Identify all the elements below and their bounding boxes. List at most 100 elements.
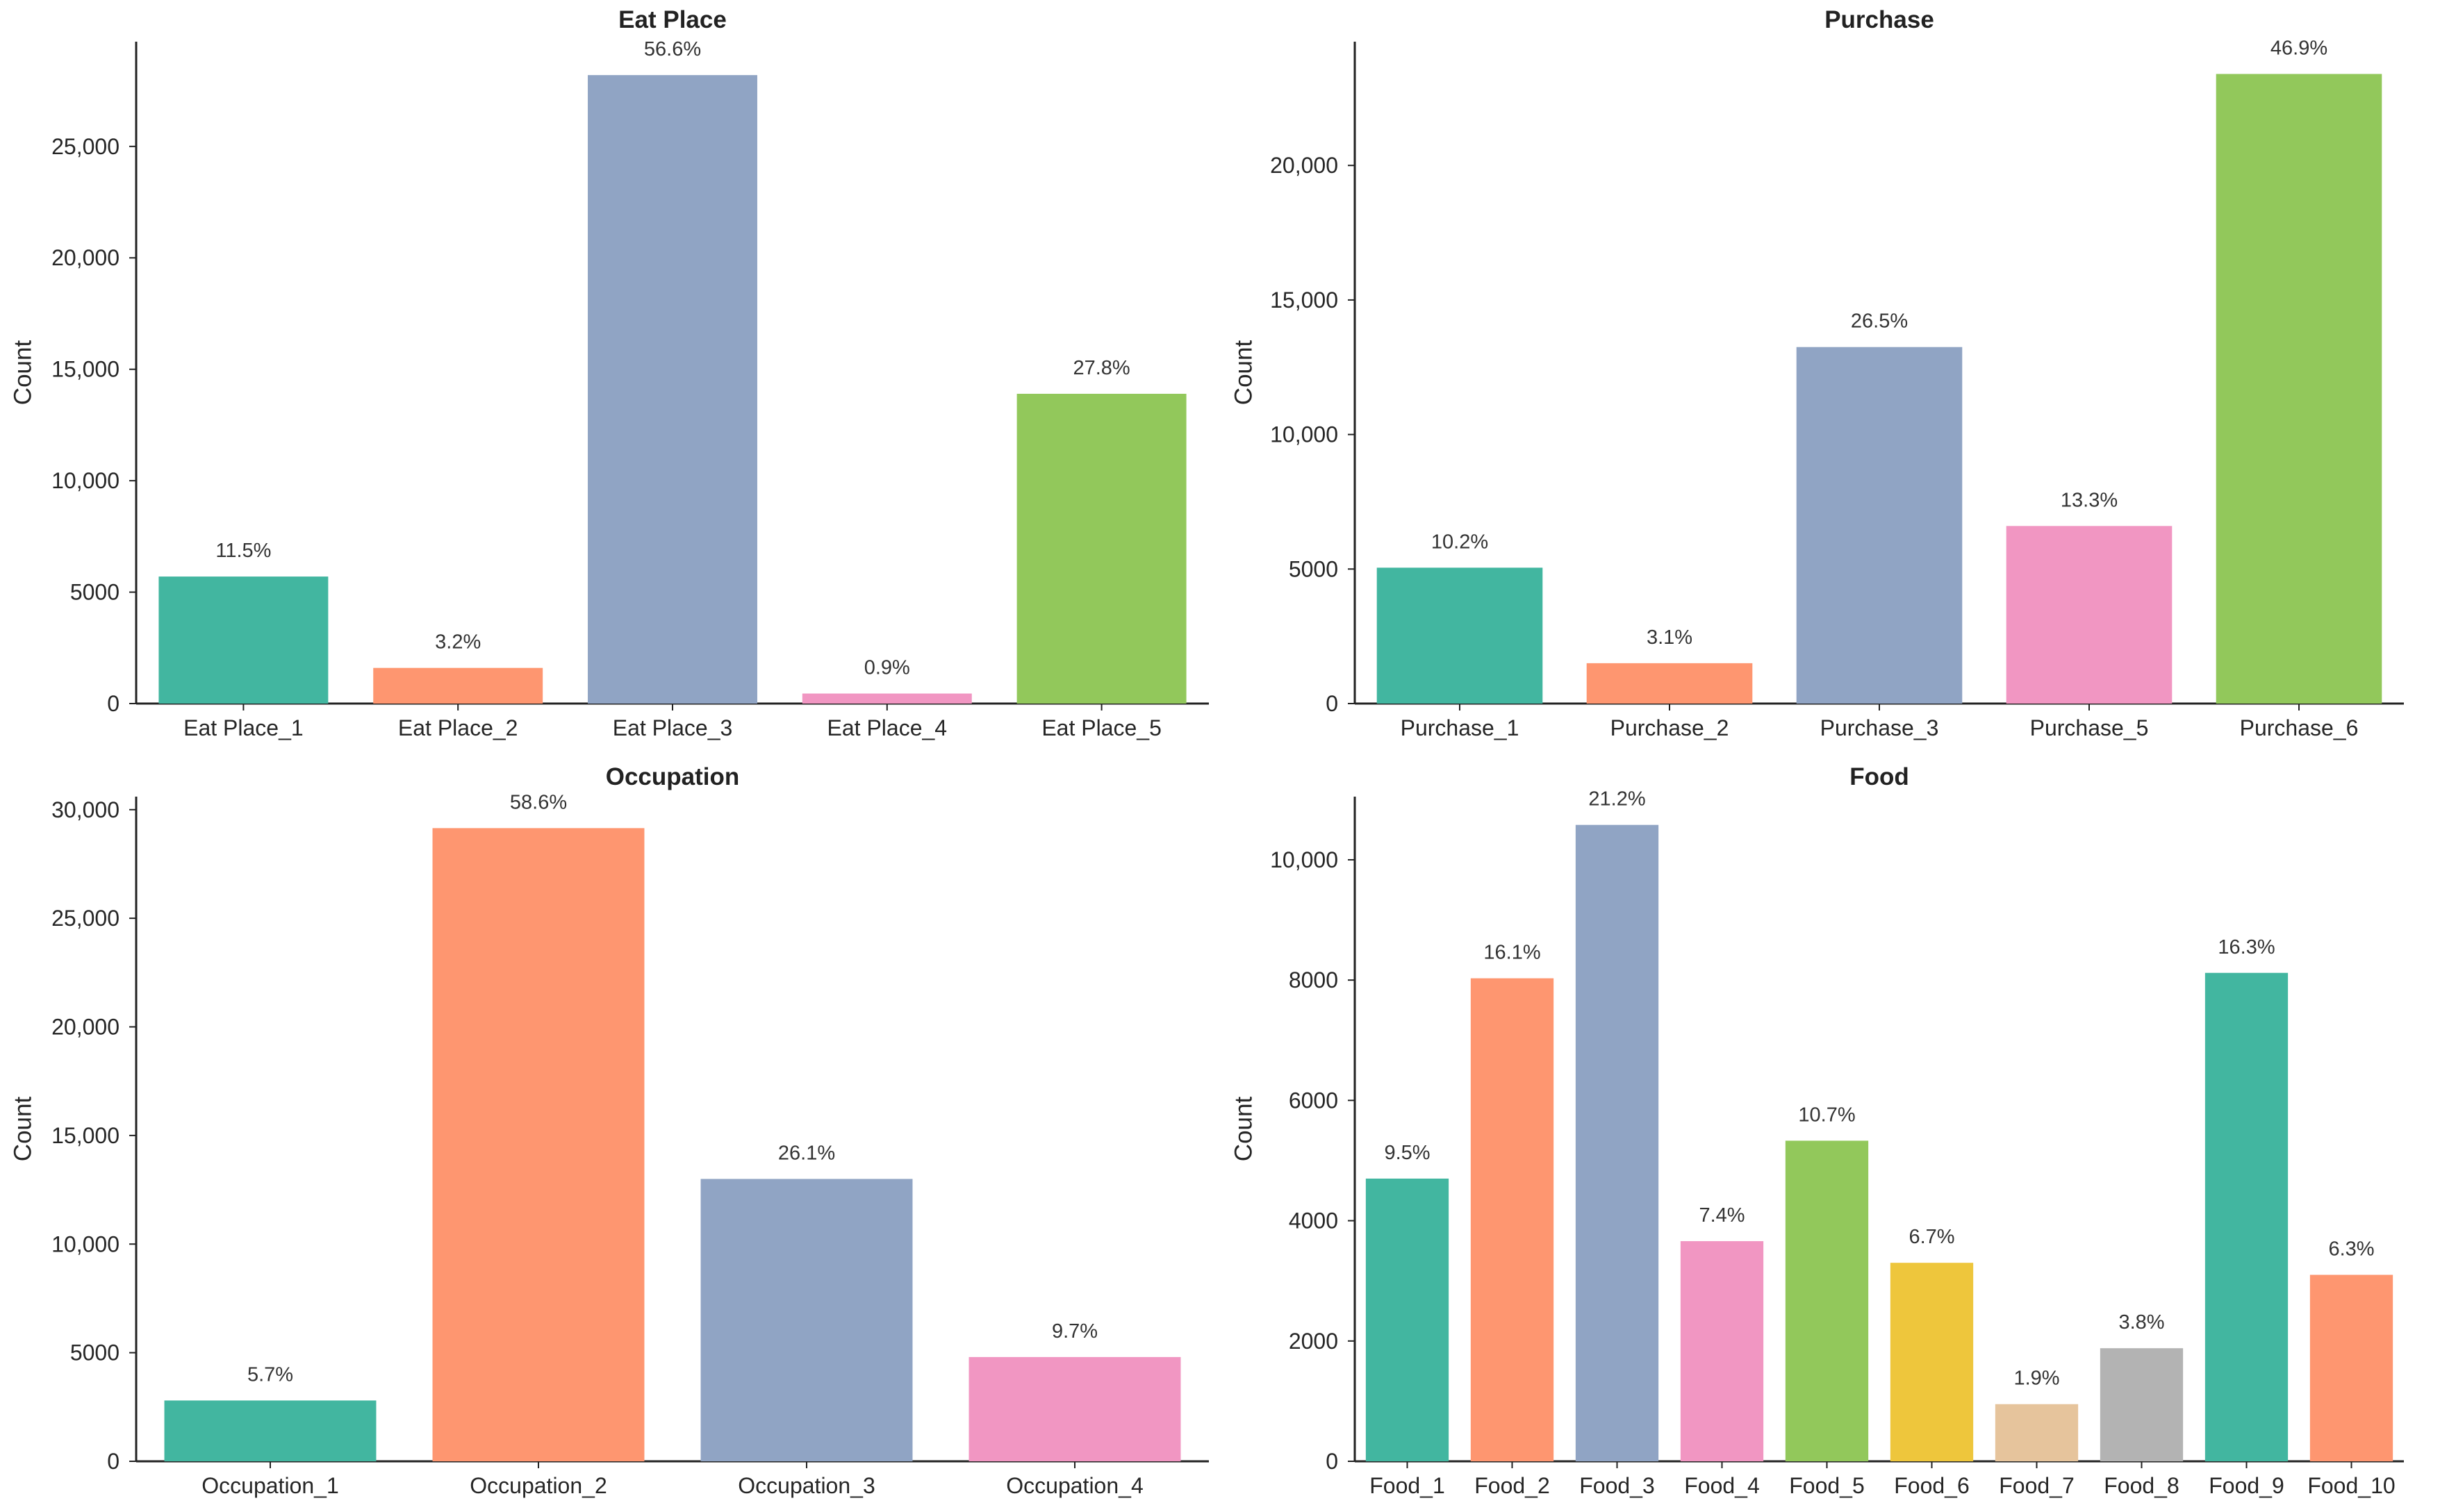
bar-food_8	[2100, 1348, 2184, 1461]
bar-food_3	[1575, 824, 1659, 1461]
y-axis-label: Count	[10, 1097, 37, 1162]
x-tick-label: Eat Place_4	[827, 715, 948, 740]
bar-percent-label: 26.5%	[1851, 310, 1908, 333]
y-axis-label: Count	[1230, 1097, 1258, 1162]
x-tick-label: Food_3	[1579, 1473, 1655, 1498]
bar-percent-label: 21.2%	[1588, 788, 1645, 811]
bar-occupation_1	[164, 1400, 377, 1461]
bar-percent-label: 3.1%	[1647, 626, 1692, 649]
bar-occupation_4	[968, 1356, 1181, 1461]
bar-eat-place_4	[802, 693, 972, 704]
x-tick-label: Occupation_3	[738, 1473, 875, 1498]
chart-panel-3: Food 0 2000 4000 6000 8000 10,000 Count Food_1 9.…	[1230, 763, 2404, 1498]
y-tick-label: 20,000	[51, 1015, 119, 1040]
y-tick-label: 20,000	[1270, 153, 1338, 178]
chart-title: Eat Place	[618, 6, 727, 33]
bar-percent-label: 3.2%	[435, 631, 481, 654]
chart-panel-1: Purchase 0 5000 10,000 15,000 20,000 Count Purc…	[1230, 6, 2404, 740]
y-tick-label: 10,000	[1270, 422, 1338, 447]
bar-eat-place_1	[158, 576, 329, 704]
x-tick-label: Food_4	[1684, 1473, 1760, 1498]
y-tick-label: 20,000	[51, 245, 119, 270]
chart-panel-2: Occupation 0 5000 10,000 15,000 20,000 25,000 3…	[10, 763, 1209, 1498]
x-tick-label: Food_10	[2307, 1473, 2395, 1498]
x-tick-label: Food_2	[1474, 1473, 1550, 1498]
bar-food_5	[1785, 1140, 1869, 1461]
bar-percent-label: 0.9%	[864, 657, 910, 679]
y-tick-label: 5000	[70, 580, 119, 605]
x-tick-label: Food_8	[2104, 1473, 2179, 1498]
y-tick-label: 25,000	[51, 134, 119, 159]
x-tick-label: Food_7	[1999, 1473, 2075, 1498]
y-tick-label: 5000	[70, 1340, 119, 1365]
y-tick-label: 15,000	[51, 1123, 119, 1148]
bar-eat-place_2	[373, 667, 543, 704]
bar-purchase_5	[2006, 526, 2173, 704]
y-tick-label: 15,000	[1270, 288, 1338, 313]
bar-percent-label: 7.4%	[1699, 1204, 1745, 1227]
bar-percent-label: 46.9%	[2270, 37, 2327, 59]
y-tick-label: 15,000	[51, 357, 119, 382]
bar-percent-label: 9.7%	[1052, 1320, 1098, 1343]
bar-percent-label: 56.6%	[644, 38, 701, 60]
bar-occupation_3	[700, 1179, 913, 1461]
y-tick-label: 4000	[1289, 1208, 1338, 1233]
y-tick-label: 25,000	[51, 906, 119, 931]
x-tick-label: Occupation_2	[470, 1473, 607, 1498]
bar-percent-label: 27.8%	[1073, 357, 1130, 379]
chart-title: Purchase	[1824, 6, 1934, 33]
x-tick-label: Food_1	[1369, 1473, 1445, 1498]
x-tick-label: Occupation_1	[201, 1473, 338, 1498]
bar-purchase_1	[1376, 567, 1543, 704]
y-tick-label: 0	[1326, 691, 1338, 716]
x-tick-label: Eat Place_3	[613, 715, 733, 740]
bar-food_2	[1470, 978, 1554, 1461]
y-tick-label: 30,000	[51, 797, 119, 822]
y-axis-label: Count	[10, 340, 37, 406]
bar-percent-label: 11.5%	[215, 540, 271, 562]
bar-percent-label: 58.6%	[510, 791, 567, 813]
y-tick-label: 0	[107, 691, 119, 716]
bar-purchase_3	[1796, 347, 1963, 704]
bar-percent-label: 5.7%	[247, 1363, 293, 1386]
bar-percent-label: 16.1%	[1483, 942, 1540, 964]
bar-food_1	[1365, 1178, 1449, 1461]
bar-percent-label: 6.7%	[1909, 1226, 1954, 1248]
y-tick-label: 5000	[1289, 556, 1338, 581]
x-tick-label: Eat Place_1	[183, 715, 304, 740]
y-tick-label: 6000	[1289, 1088, 1338, 1113]
bar-food_10	[2309, 1274, 2393, 1461]
y-tick-label: 0	[107, 1449, 119, 1474]
x-tick-label: Purchase_6	[2240, 715, 2359, 740]
bar-purchase_2	[1586, 663, 1753, 704]
bar-food_6	[1890, 1263, 1974, 1461]
x-tick-label: Eat Place_5	[1041, 715, 1162, 740]
y-axis-label: Count	[1230, 340, 1258, 406]
y-tick-label: 8000	[1289, 967, 1338, 992]
chart-title: Food	[1849, 763, 1909, 790]
bar-percent-label: 26.1%	[778, 1142, 835, 1164]
x-tick-label: Food_5	[1789, 1473, 1865, 1498]
x-tick-label: Purchase_3	[1820, 715, 1939, 740]
bar-purchase_6	[2216, 74, 2382, 704]
bar-eat-place_3	[588, 75, 757, 704]
bar-percent-label: 1.9%	[2013, 1368, 2059, 1390]
bar-percent-label: 3.8%	[2118, 1311, 2164, 1334]
x-tick-label: Food_9	[2209, 1473, 2284, 1498]
x-tick-label: Purchase_5	[2030, 715, 2149, 740]
bar-food_7	[1995, 1404, 2079, 1461]
bar-percent-label: 13.3%	[2061, 489, 2118, 511]
bar-food_9	[2204, 972, 2289, 1461]
bar-percent-label: 10.7%	[1798, 1104, 1855, 1126]
x-tick-label: Occupation_4	[1006, 1473, 1143, 1498]
bar-percent-label: 16.3%	[2218, 936, 2275, 958]
y-tick-label: 10,000	[51, 1231, 119, 1256]
x-tick-label: Food_6	[1894, 1473, 1970, 1498]
bar-percent-label: 10.2%	[1431, 531, 1488, 553]
y-tick-label: 10,000	[1270, 847, 1338, 872]
bar-occupation_2	[432, 828, 645, 1461]
bar-eat-place_5	[1016, 393, 1187, 704]
chart-title: Occupation	[606, 763, 740, 790]
x-tick-label: Purchase_1	[1401, 715, 1519, 740]
